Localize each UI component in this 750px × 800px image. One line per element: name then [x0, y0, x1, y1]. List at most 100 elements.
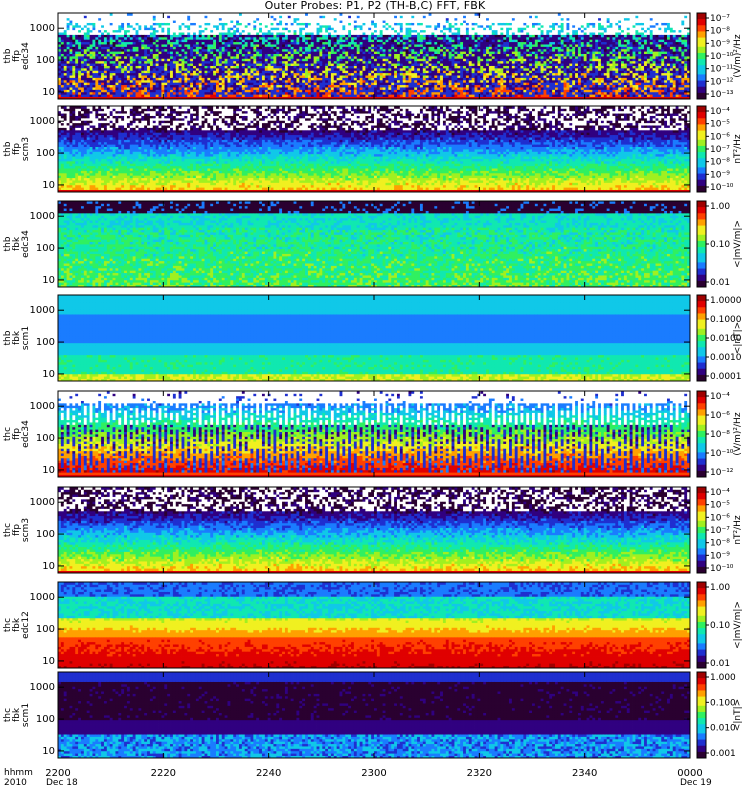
spectrogram-cell: [84, 89, 87, 92]
spectrogram-cell: [84, 51, 87, 54]
spectrogram-cell: [98, 25, 101, 28]
spectrogram-cell: [78, 82, 81, 85]
spectrogram-cell: [95, 85, 98, 88]
spectrogram-cell: [92, 56, 95, 59]
spectrogram-cell: [84, 66, 87, 69]
spectrogram-cell: [87, 70, 90, 73]
spectrogram-cell: [92, 66, 95, 69]
spectrogram-cell: [78, 27, 81, 30]
spectrogram-cell: [75, 54, 78, 57]
spectrogram-cell: [64, 44, 67, 47]
spectrogram-cell: [92, 70, 95, 73]
spectrogram-cell: [84, 15, 87, 18]
spectrogram-cell: [61, 23, 64, 26]
spectrogram-cell: [64, 39, 67, 42]
spectrogram-cell: [61, 54, 64, 57]
spectrogram-cell: [84, 46, 87, 49]
spectrogram-cell: [75, 44, 78, 47]
spectrogram-cell: [87, 30, 90, 33]
spectrogram-cell: [67, 18, 70, 21]
spectrogram-cell: [95, 61, 98, 64]
spectrogram-cell: [92, 80, 95, 83]
spectrogram-cell: [78, 18, 81, 21]
spectrogram-cell: [67, 61, 70, 64]
spectrogram-cell: [72, 51, 75, 54]
spectrogram-cell: [84, 20, 87, 23]
spectrogram-cell: [87, 78, 90, 81]
spectrogram-cell: [84, 75, 87, 78]
spectrogram-cell: [64, 80, 67, 83]
spectrogram-cell: [90, 87, 93, 90]
spectrogram-cell: [64, 68, 67, 71]
spectrogram-cell: [61, 75, 64, 78]
spectrogram-cell: [84, 30, 87, 33]
spectrogram-cell: [61, 32, 64, 35]
spectrogram-cell: [72, 46, 75, 49]
spectrogram-cell: [69, 25, 72, 28]
spectrogram-cell: [64, 37, 67, 40]
spectrogram-cell: [78, 23, 81, 26]
spectrogram-cell: [81, 18, 84, 21]
spectrogram-cell: [61, 44, 64, 47]
spectrogram-cell: [78, 89, 81, 92]
spectrogram-cell: [90, 85, 93, 88]
spectrogram-cell: [95, 51, 98, 54]
spectrogram-cell: [61, 30, 64, 33]
spectrogram-cell: [64, 56, 67, 59]
spectrogram-cell: [101, 82, 104, 85]
spectrogram-cell: [75, 42, 78, 45]
spectrogram-cell: [98, 27, 101, 30]
spectrogram-cell: [64, 35, 67, 38]
spectrogram-cell: [98, 63, 101, 66]
spectrogram-cell: [98, 15, 101, 18]
spectrogram-cell: [69, 56, 72, 59]
spectrogram-cell: [64, 73, 67, 76]
spectrogram-cell: [84, 87, 87, 90]
spectrogram-cell: [98, 23, 101, 26]
spectrogram-cell: [64, 42, 67, 45]
spectrogram-cell: [90, 44, 93, 47]
spectrogram-cell: [101, 49, 104, 52]
spectrogram-cell: [67, 66, 70, 69]
spectrogram-cell: [64, 54, 67, 57]
spectrogram-cell: [75, 27, 78, 30]
spectrogram-cell: [90, 20, 93, 23]
spectrogram-cell: [64, 78, 67, 81]
spectrogram-cell: [98, 46, 101, 49]
spectrogram-cell: [87, 15, 90, 18]
spectrogram-cell: [75, 78, 78, 81]
spectrogram-cell: [101, 51, 104, 54]
spectrogram-cell: [92, 37, 95, 40]
spectrogram-cell: [69, 75, 72, 78]
spectrogram-cell: [69, 51, 72, 54]
spectrogram-cell: [92, 61, 95, 64]
spectrogram-cell: [69, 44, 72, 47]
spectrogram-cell: [61, 85, 64, 88]
spectrogram-cell: [78, 51, 81, 54]
spectrogram-cell: [92, 68, 95, 71]
spectrogram-cell: [75, 46, 78, 49]
spectrogram-cell: [95, 37, 98, 40]
spectrogram-cell: [90, 49, 93, 52]
spectrogram-cell: [75, 56, 78, 59]
spectrogram-cell: [84, 70, 87, 73]
spectrogram-cell: [72, 37, 75, 40]
spectrogram-cell: [78, 15, 81, 18]
spectrogram-cell: [64, 25, 67, 28]
spectrogram-cell: [75, 75, 78, 78]
spectrogram-cell: [67, 32, 70, 35]
spectrogram-cell: [69, 42, 72, 45]
spectrogram-cell: [101, 92, 104, 95]
spectrogram-cell: [101, 68, 104, 71]
spectrogram-cell: [101, 80, 104, 83]
spectrogram-cell: [90, 58, 93, 61]
spectrogram-cell: [61, 51, 64, 54]
spectrogram-cell: [87, 92, 90, 95]
spectrogram-cell: [78, 63, 81, 66]
spectrogram-cell: [81, 20, 84, 23]
spectrogram-cell: [69, 39, 72, 42]
spectrogram-cell: [95, 42, 98, 45]
spectrogram-cell: [67, 78, 70, 81]
spectrogram-cell: [75, 35, 78, 38]
spectrogram-cell: [72, 82, 75, 85]
